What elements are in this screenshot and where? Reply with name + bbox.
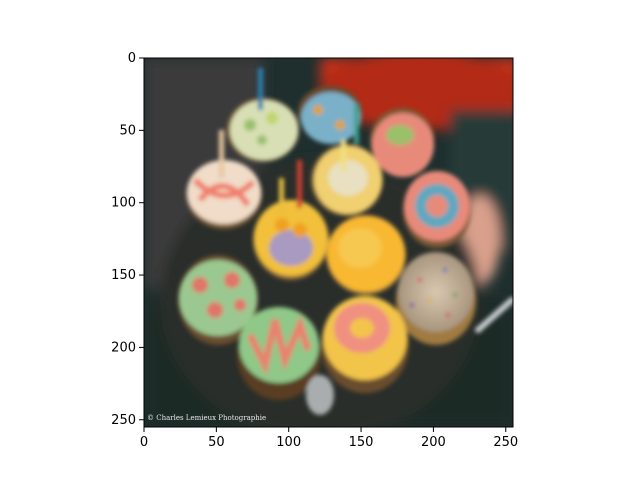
axes-frame (143, 57, 514, 428)
x-tick-label: 150 (349, 435, 374, 450)
y-tick-label: 150 (111, 268, 136, 283)
y-tick-label: 200 (111, 340, 136, 355)
y-axis: 0 50 100 150 200 250 (111, 51, 144, 428)
y-tick-label: 50 (119, 123, 136, 138)
y-tick-label: 0 (128, 51, 136, 66)
y-tick-label: 250 (111, 413, 136, 428)
x-tick-label: 50 (208, 435, 225, 450)
photo-watermark: © Charles Lemieux Photographie (147, 414, 266, 422)
y-tick-label: 100 (111, 196, 136, 211)
x-tick-label: 250 (493, 435, 518, 450)
x-tick-label: 0 (140, 435, 148, 450)
x-tick-label: 100 (276, 435, 301, 450)
x-tick-label: 200 (421, 435, 446, 450)
x-axis: 0 50 100 150 200 250 (140, 427, 518, 450)
cupcake-photo: © Charles Lemieux Photographie (144, 58, 513, 427)
